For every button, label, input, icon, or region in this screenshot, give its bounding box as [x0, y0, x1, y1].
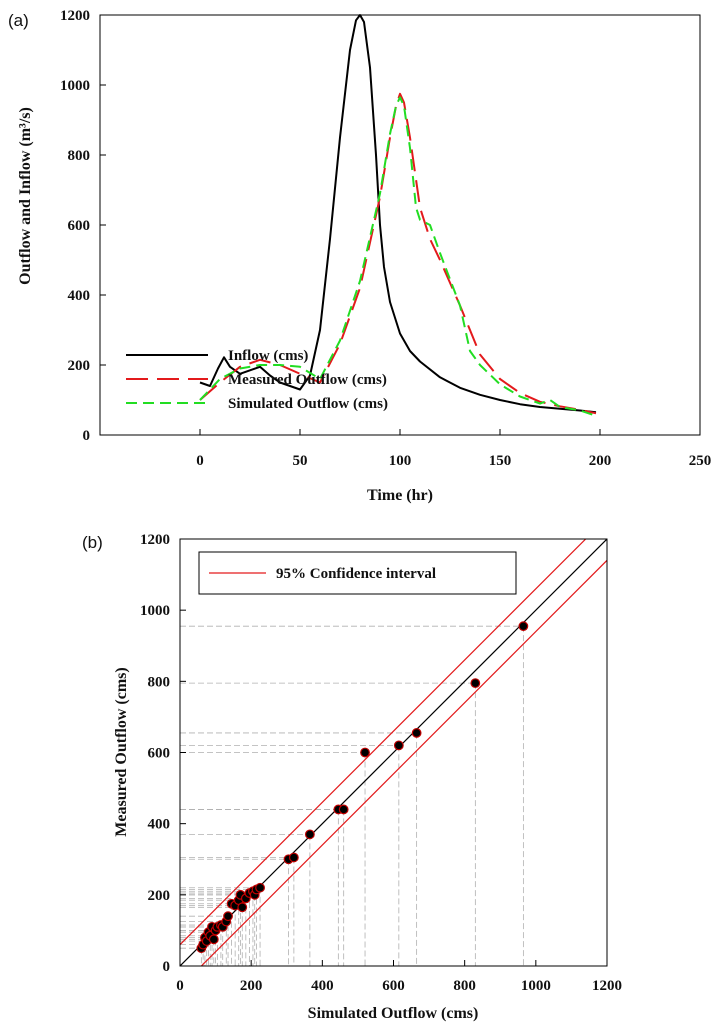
- panel-a-y-tick-label: 800: [68, 148, 91, 164]
- panel-b-data-point: [470, 678, 481, 689]
- panel-a-y-tick-label: 400: [68, 288, 91, 304]
- panel-b-guide-lines: [180, 625, 524, 966]
- panel-a-label: (a): [8, 11, 29, 30]
- panel-b-data-point: [237, 902, 248, 913]
- panel-a-line-chart: (a) 0 50 100 150 200 250 0 200 400 600 800 1000 1200…: [8, 8, 711, 504]
- panel-b-data-point: [208, 934, 219, 945]
- panel-b-y-tick-label: 600: [148, 746, 171, 762]
- panel-b-y-tick-label: 800: [148, 674, 171, 690]
- panel-b-y-tick-label: 1000: [140, 603, 170, 619]
- panel-a-y-axis-title: Outflow and Inflow (m³/s): [17, 107, 34, 285]
- panel-b-lower-confidence-line: [200, 559, 607, 966]
- panel-a-legend: Inflow (cms) Measured Outflow (cms) Simula…: [126, 348, 388, 412]
- panel-a-x-tick-label: 250: [689, 453, 712, 469]
- panel-b-data-point: [393, 740, 404, 751]
- panel-b-x-axis-title: Simulated Outflow (cms): [308, 1005, 479, 1022]
- panel-a-x-tick-label: 150: [489, 453, 512, 469]
- panel-a-legend-label: Inflow (cms): [228, 348, 308, 364]
- panel-b-data-point: [288, 852, 299, 863]
- panel-a-series-line-2: [199, 96, 597, 417]
- panel-b-data-point: [223, 911, 233, 922]
- panel-b-y-tick-label: 0: [163, 959, 171, 975]
- panel-b-x-tick-label: 600: [382, 978, 405, 994]
- panel-a-series-line-0: [199, 14, 597, 414]
- panel-a-x-tick-label: 100: [389, 453, 412, 469]
- panel-a-y-tick-label: 200: [68, 358, 91, 374]
- panel-a-y-tick-label: 600: [68, 218, 91, 234]
- panel-b-y-tick-label: 200: [148, 888, 171, 904]
- panel-b-scatter-chart: (b) 0 200 400 600 800 1000 1200 0 200 400 600 800 10…: [82, 532, 622, 1022]
- panel-a-legend-label: Measured Outflow (cms): [228, 372, 387, 388]
- panel-b-legend-label: 95% Confidence interval: [276, 566, 436, 582]
- panel-b-y-tick-label: 400: [148, 817, 171, 833]
- panel-b-label: (b): [82, 533, 103, 552]
- panel-b-ticks: 0 200 400 600 800 1000 1200 0 200 400 600 800 1000 12…: [140, 532, 622, 994]
- panel-b-data-point: [518, 621, 529, 632]
- panel-b-x-tick-label: 800: [453, 978, 476, 994]
- panel-b-x-tick-label: 0: [176, 978, 184, 994]
- panel-b-x-tick-label: 1200: [592, 978, 622, 994]
- panel-a-x-axis-title: Time (hr): [367, 487, 433, 504]
- panel-a-y-tick-label: 1000: [60, 78, 90, 94]
- panel-b-data-point: [255, 882, 265, 893]
- panel-b-data-point: [304, 829, 315, 840]
- panel-a-y-tick-label: 1200: [60, 8, 90, 24]
- panel-b-data-point: [411, 728, 422, 738]
- panel-b-x-tick-label: 200: [240, 978, 263, 994]
- panel-a-frame: [99, 14, 701, 436]
- panel-b-legend: 95% Confidence interval: [198, 551, 517, 595]
- panel-b-y-tick-label: 1200: [140, 532, 170, 548]
- panel-b-upper-confidence-line: [180, 539, 587, 946]
- panel-a-y-tick-label: 0: [83, 428, 91, 444]
- panel-a-ticks: 0 50 100 150 200 250 0 200 400 600 800 1000 1200: [60, 8, 711, 469]
- panel-b-data-point: [360, 747, 370, 758]
- panel-a-x-tick-label: 50: [293, 453, 308, 469]
- panel-a-series-line-1: [199, 92, 597, 415]
- panel-a-x-tick-label: 0: [196, 453, 204, 469]
- panel-b-y-axis-title: Measured Outflow (cms): [113, 667, 130, 836]
- panel-b-data-point: [338, 804, 349, 815]
- panel-a-series: [199, 14, 597, 417]
- panel-a-x-tick-label: 200: [589, 453, 612, 469]
- panel-a-legend-label: Simulated Outflow (cms): [228, 396, 388, 412]
- panel-b-points: [196, 621, 529, 954]
- panel-b-x-tick-label: 400: [311, 978, 334, 994]
- panel-b-x-tick-label: 1000: [521, 978, 551, 994]
